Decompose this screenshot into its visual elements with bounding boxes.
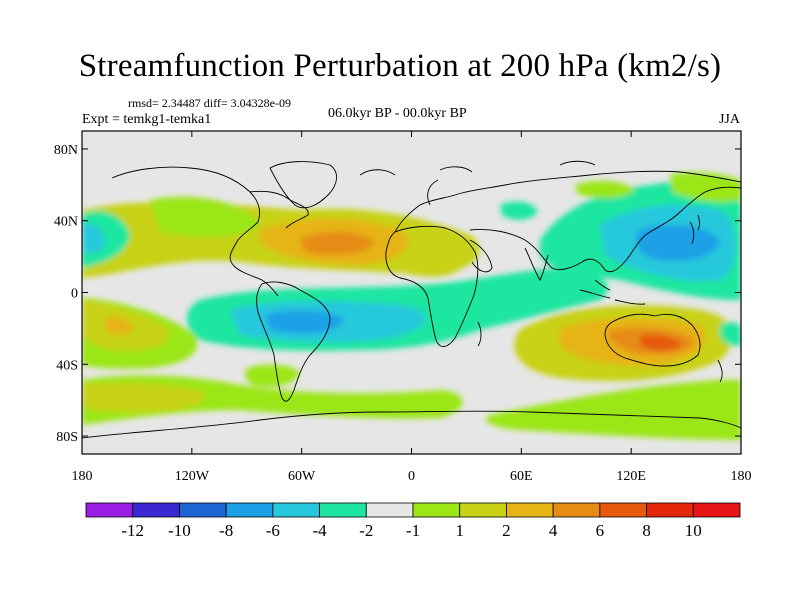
lat-axis: 80N 40N 0 40S 80S xyxy=(54,143,741,445)
contour-pos-far-south-2 xyxy=(82,382,206,412)
contour-pos-australia-8 xyxy=(640,334,682,351)
colorbar-label: 2 xyxy=(502,521,511,540)
contour-field xyxy=(82,160,741,440)
coastline-india xyxy=(524,247,549,281)
colorbar-swatch xyxy=(85,502,134,518)
colorbar-label: 4 xyxy=(549,521,558,540)
contour-neg-equatorial-4 xyxy=(265,310,345,334)
coastline-asia xyxy=(469,170,741,273)
lon-tick-label: 120E xyxy=(616,469,646,484)
contour-pos-atlantic-core-6 xyxy=(300,231,375,255)
colorbar-swatch xyxy=(552,502,601,518)
experiment-label: Expt = temkg1-temka1 xyxy=(82,112,212,127)
coastline-arabia xyxy=(469,239,493,273)
colorbar-label: -12 xyxy=(121,521,144,540)
colorbar-swatch xyxy=(179,502,227,518)
lat-tick-label: 80N xyxy=(54,143,78,158)
contour-pos-small-eurasia xyxy=(575,180,635,199)
colorbar: -12 -10 -8 -6 -4 -2 -1 1 2 4 6 8 10 xyxy=(85,502,741,540)
colorbar-label: -6 xyxy=(266,521,280,540)
colorbar-swatch xyxy=(599,502,647,518)
chart-title: Streamfunction Perturbation at 200 hPa (… xyxy=(78,48,722,84)
colorbar-label: -2 xyxy=(359,521,373,540)
lat-tick-label: 40N xyxy=(54,215,78,230)
coastline-arctic-islands xyxy=(359,160,596,176)
contour-neg-nwpacific-4 xyxy=(635,224,720,261)
coastlines xyxy=(82,160,741,439)
lat-tick-label: 40S xyxy=(56,358,78,373)
coastline-south-america xyxy=(256,281,331,402)
coastline-antarctica xyxy=(82,410,741,439)
coastline-australia xyxy=(604,313,701,367)
coastline-indonesia xyxy=(579,279,646,305)
coastline-greenland xyxy=(269,161,337,209)
lon-tick-label: 180 xyxy=(72,469,93,484)
colorbar-label: -10 xyxy=(168,521,191,540)
season-label: JJA xyxy=(718,112,740,127)
lon-tick-label: 120W xyxy=(175,469,210,484)
colorbar-swatch xyxy=(272,502,320,518)
contour-neg-east-pacific-small xyxy=(720,322,741,346)
lon-tick-label: 60E xyxy=(510,469,533,484)
colorbar-label: 8 xyxy=(642,521,651,540)
colorbar-swatch xyxy=(646,502,694,518)
contour-pos-far-south-east xyxy=(486,380,741,440)
colorbar-label: 1 xyxy=(455,521,464,540)
colorbar-swatch xyxy=(225,502,274,518)
lon-tick-label: 60W xyxy=(288,469,316,484)
lat-tick-label: 0 xyxy=(71,287,78,302)
colorbar-swatch xyxy=(365,502,414,518)
colorbar-swatch xyxy=(459,502,507,518)
lat-tick-label: 80S xyxy=(56,430,78,445)
colorbar-swatch xyxy=(506,502,554,518)
coastline-new-zealand xyxy=(717,359,723,383)
contour-pos-south-west-4 xyxy=(105,316,132,335)
colorbar-label: -8 xyxy=(219,521,233,540)
lon-tick-label: 180 xyxy=(731,469,752,484)
coastline-japan xyxy=(689,214,700,245)
period-label: 06.0kyr BP - 00.0kyr BP xyxy=(328,106,467,121)
contour-neg-small-asia xyxy=(500,201,538,220)
coastline-africa xyxy=(385,225,479,347)
colorbar-label: -4 xyxy=(312,521,327,540)
lon-tick-label: 0 xyxy=(408,469,415,484)
colorbar-label: -1 xyxy=(406,521,420,540)
colorbar-swatch xyxy=(132,502,180,518)
coastline-europe xyxy=(394,179,506,233)
coastline-madagascar xyxy=(477,321,482,347)
contour-pos-south-america xyxy=(244,364,300,387)
contour-pos-north-band-edge xyxy=(150,196,260,238)
contour-pos-ne-asia xyxy=(670,172,741,203)
contour-neg-west-core xyxy=(82,223,105,253)
colorbar-label: 10 xyxy=(685,521,702,540)
coastline-north-america xyxy=(111,166,309,297)
colorbar-swatch xyxy=(319,502,367,518)
lon-axis: 180 120W 60W 0 60E 120E 180 xyxy=(72,131,752,484)
colorbar-swatch xyxy=(412,502,461,518)
colorbar-label: 6 xyxy=(596,521,605,540)
contour-pos-n-africa xyxy=(400,255,462,277)
stats-label: rmsd= 2.34487 diff= 3.04328e-09 xyxy=(128,96,291,110)
colorbar-swatch xyxy=(692,502,741,518)
